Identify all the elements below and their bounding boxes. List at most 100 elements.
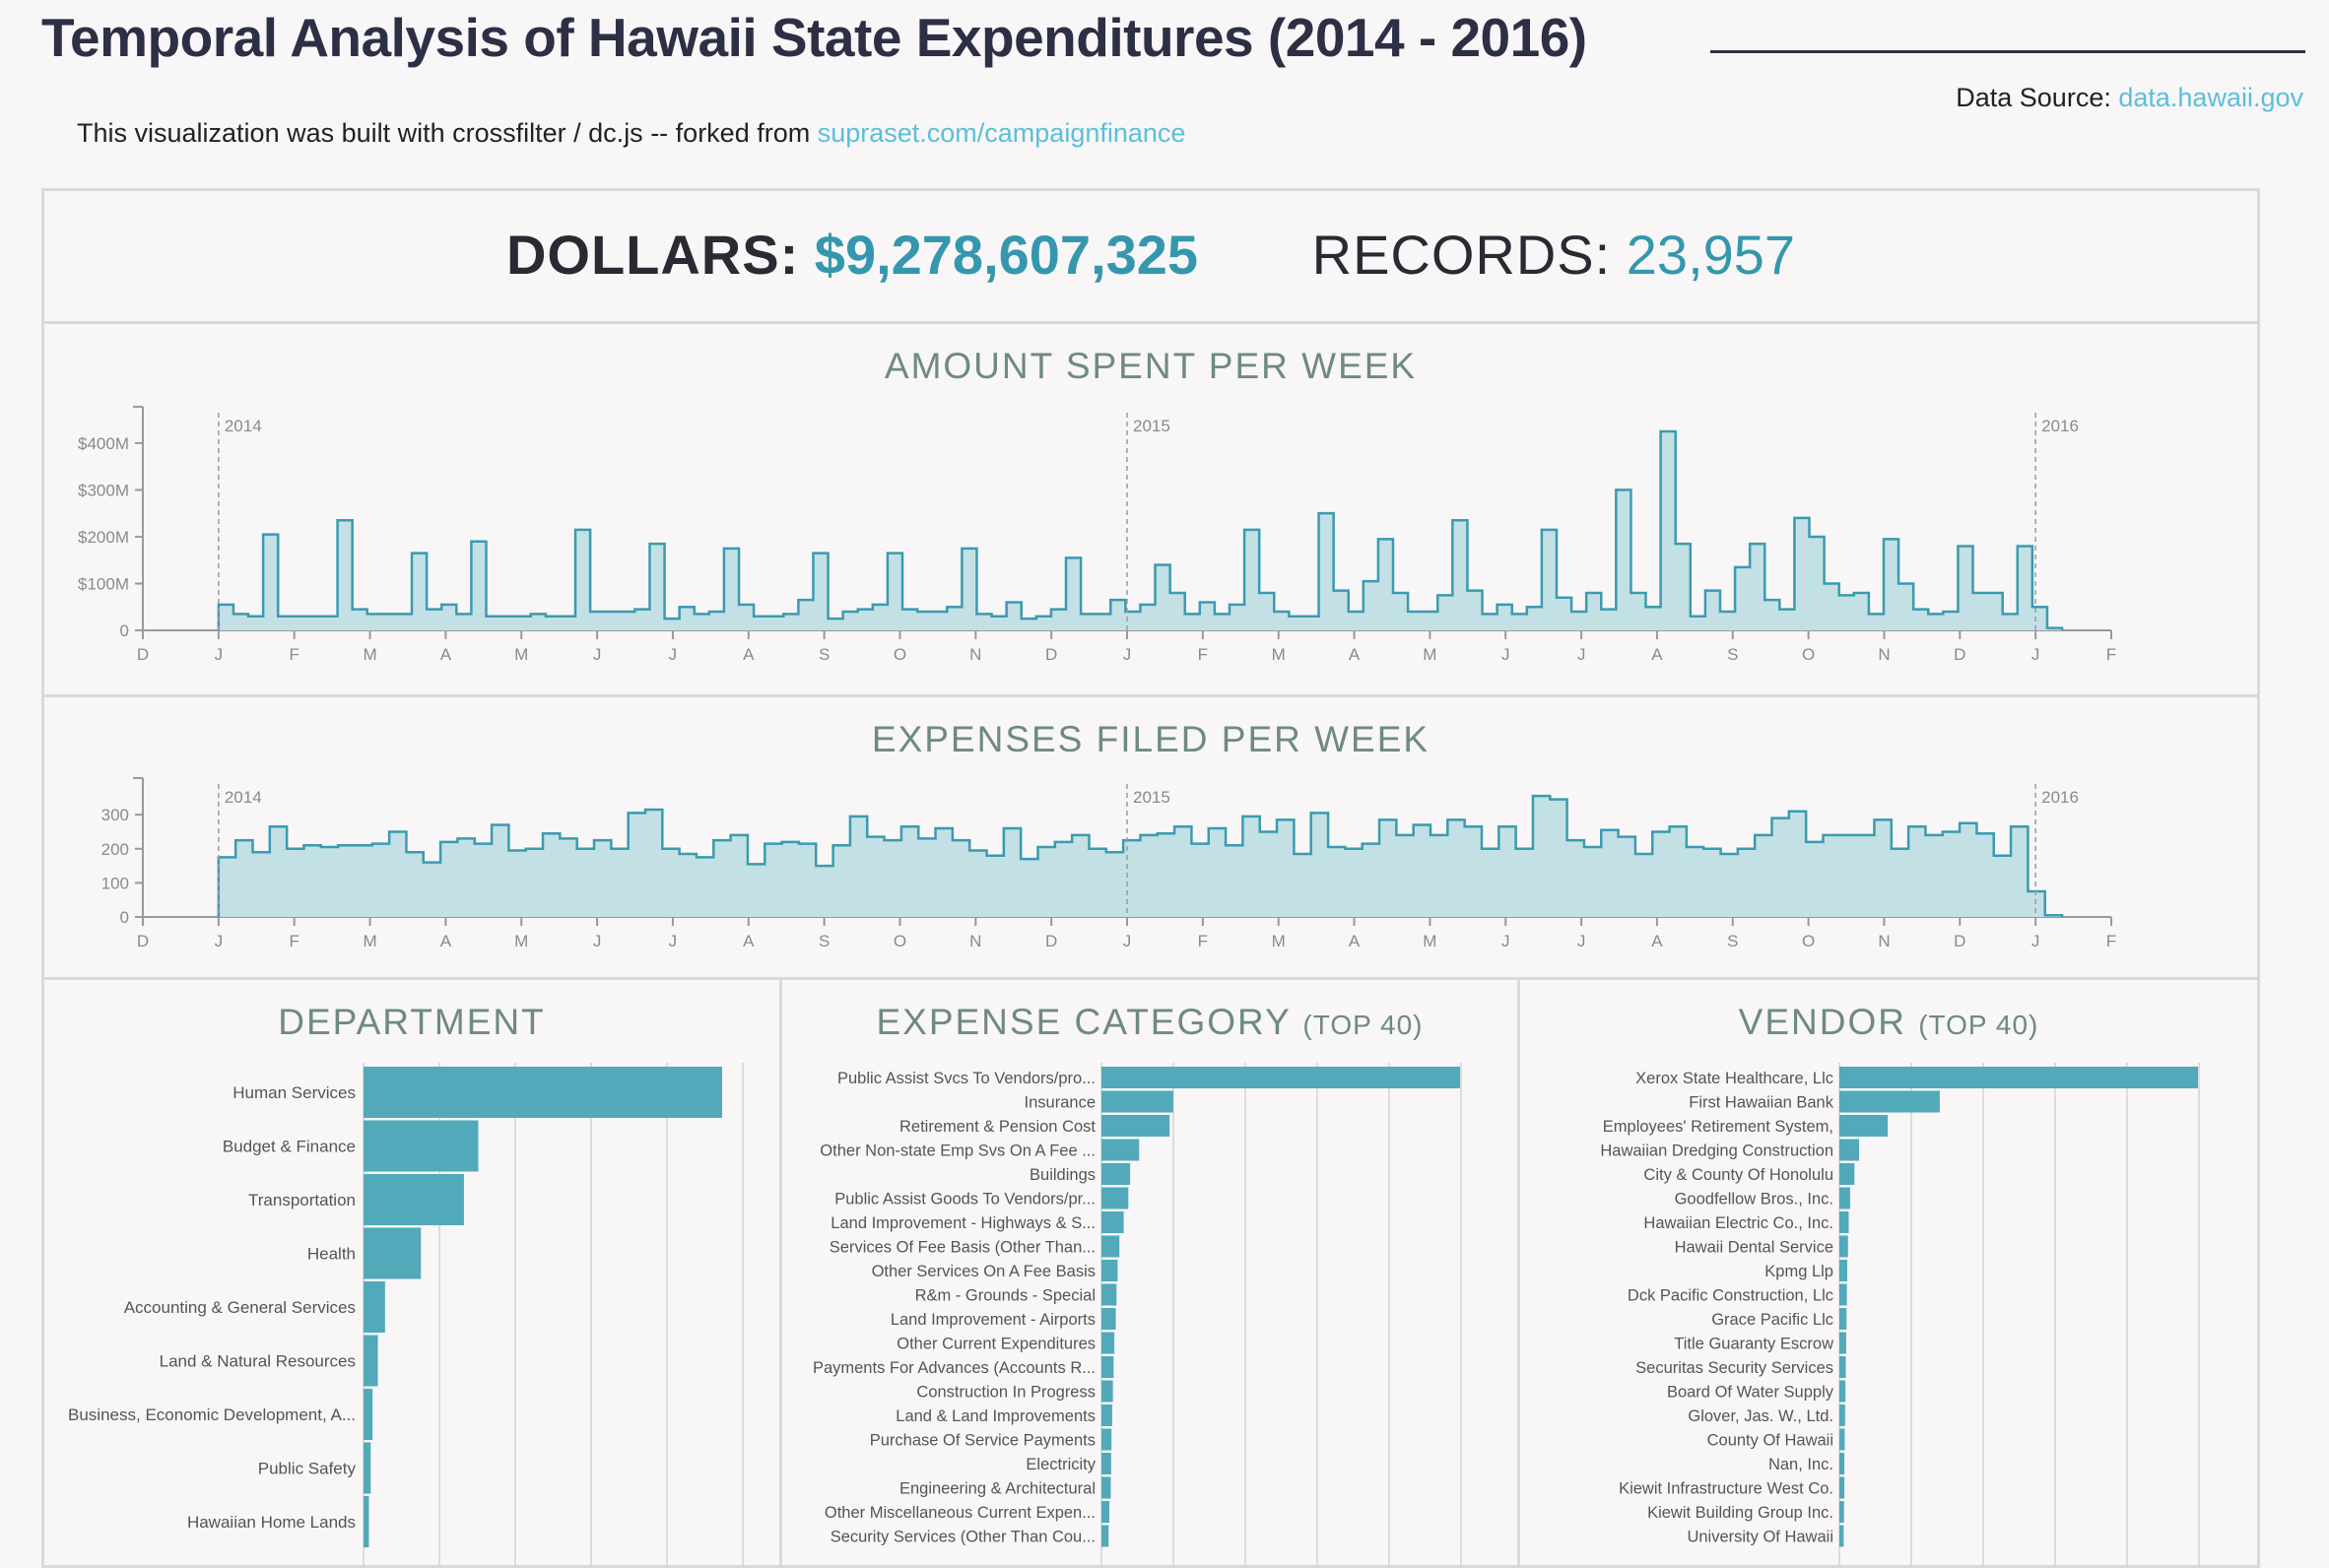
x-tick-label: M [514,645,528,664]
x-tick-label: J [1501,932,1510,950]
x-tick-label: J [1123,645,1132,664]
dollars-label: DOLLARS: [505,224,800,286]
x-tick-label: J [1501,645,1510,664]
bar-label: Electricity [1026,1456,1096,1473]
x-tick-label: S [819,932,830,950]
intro-link[interactable]: supraset.com/campaignfinance [817,118,1186,148]
x-tick-label: D [137,932,149,950]
x-tick-label: J [2031,645,2040,664]
x-tick-label: F [2106,645,2116,664]
bar-label: Public Assist Goods To Vendors/pr... [834,1191,1096,1209]
bar-label: Engineering & Architectural [899,1480,1096,1498]
x-tick-label: D [1045,932,1057,950]
bar [1839,1332,1846,1354]
bar-label: Budget & Finance [223,1138,356,1156]
x-tick-label: M [1272,645,1286,664]
bar-label: Glover, Jas. W., Ltd. [1688,1407,1833,1425]
x-tick-label: M [363,932,376,950]
bar-label: County Of Hawaii [1707,1432,1833,1450]
expenses-filed-chart[interactable]: 0 100 200 300 D J F M A M J J A S O N D J F M A M J J A S O N D J F 201… [44,697,2259,979]
records-value: 23,957 [1626,224,1796,286]
year-marker-label: 2014 [225,417,262,435]
bar [1101,1428,1112,1451]
bar-label: Purchase Of Service Payments [870,1432,1096,1450]
x-tick-label: M [1272,932,1286,950]
bar [364,1442,371,1494]
bar [364,1174,464,1225]
category-title: EXPENSE CATEGORY [876,1002,1292,1042]
x-tick-label: F [1198,932,1208,950]
department-chart[interactable]: Human Services Budget & Finance Transporta… [44,980,781,1567]
y-tick-label: 100 [101,874,129,892]
department-title: DEPARTMENT [278,1002,546,1042]
bar-label: Construction In Progress [916,1384,1096,1402]
department-chart-title: DEPARTMENT [44,1002,779,1043]
x-tick-label: J [2031,932,2040,950]
bar-label: Business, Economic Development, A... [68,1405,356,1424]
bar-label: Kpmg Llp [1764,1263,1833,1280]
data-source-link[interactable]: data.hawaii.gov [2118,83,2303,112]
bar-label: Kiewit Infrastructure West Co. [1619,1480,1833,1498]
x-tick-label: O [1802,645,1815,664]
y-tick-label: 200 [101,840,129,859]
bar [1101,1283,1117,1306]
bar [1839,1405,1845,1426]
x-tick-label: F [2106,932,2116,950]
x-tick-label: A [1651,645,1663,664]
bar-label: Other Non-state Emp Svs On A Fee ... [820,1143,1096,1160]
bar [1839,1501,1844,1523]
bar-label: R&m - Grounds - Special [915,1287,1096,1305]
y-tick-label: $400M [78,434,129,453]
bar [1101,1405,1112,1426]
bar-label: Buildings [1030,1166,1096,1184]
bar [1839,1163,1855,1185]
x-tick-label: A [743,645,755,664]
intro-text: This visualization was built with crossf… [77,118,1185,149]
bar-label: Xerox State Healthcare, Llc [1635,1070,1833,1087]
expense-category-chart[interactable]: Public Assist Svcs To Vendors/pro... Insu… [782,980,1519,1567]
bar-label: Retirement & Pension Cost [899,1118,1096,1136]
x-tick-label: F [289,932,299,950]
bar [1101,1115,1170,1137]
vendor-chart[interactable]: Xerox State Healthcare, Llc First Hawaiia… [1520,980,2259,1567]
totals-row: DOLLARS: $9,278,607,325 RECORDS: 23,957 [44,223,2257,287]
bar-label: Other Miscellaneous Current Expen... [825,1504,1096,1522]
intro-label: This visualization was built with crossf… [77,118,818,148]
year-marker-label: 2015 [1133,417,1170,435]
bar-label: Hawaiian Electric Co., Inc. [1643,1214,1833,1232]
bar-label: University Of Hawaii [1687,1529,1833,1546]
x-tick-label: J [669,645,678,664]
bar-label: Hawaiian Home Lands [187,1513,356,1532]
y-tick-label: 0 [120,908,129,927]
x-tick-label: D [1954,932,1965,950]
bar [1101,1139,1140,1161]
year-marker-label: 2016 [2041,417,2079,435]
bar-label: Insurance [1025,1094,1096,1112]
bar [1839,1139,1860,1161]
bar [1101,1453,1111,1474]
bar [1839,1187,1850,1209]
bar [364,1281,385,1333]
bar [1839,1453,1845,1474]
bar-label: Other Current Expenditures [897,1336,1096,1353]
bar-label: Nan, Inc. [1768,1456,1833,1473]
bar [364,1120,479,1172]
x-tick-label: F [1198,645,1208,664]
x-tick-label: J [593,932,602,950]
bar [1839,1428,1845,1451]
bar [1839,1308,1847,1330]
x-tick-label: J [215,645,224,664]
bar-label: First Hawaiian Bank [1689,1094,1833,1112]
x-tick-label: O [894,932,906,950]
bar-label: Board Of Water Supply [1667,1384,1834,1402]
amount-spent-chart[interactable]: 0 $100M $200M $300M $400M D J F M A M J J A S O N D J F M A M J… [44,324,2259,696]
bar [1101,1211,1124,1233]
vendor-title: VENDOR [1738,1002,1906,1042]
category-subtitle: (TOP 40) [1302,1010,1424,1040]
x-tick-label: N [1878,932,1890,950]
bar-label: Transportation [248,1191,356,1209]
x-tick-label: N [969,645,981,664]
bar-label: Employees' Retirement System, [1603,1118,1833,1136]
bar [1839,1211,1849,1233]
bar-label: City & County Of Honolulu [1643,1166,1833,1184]
